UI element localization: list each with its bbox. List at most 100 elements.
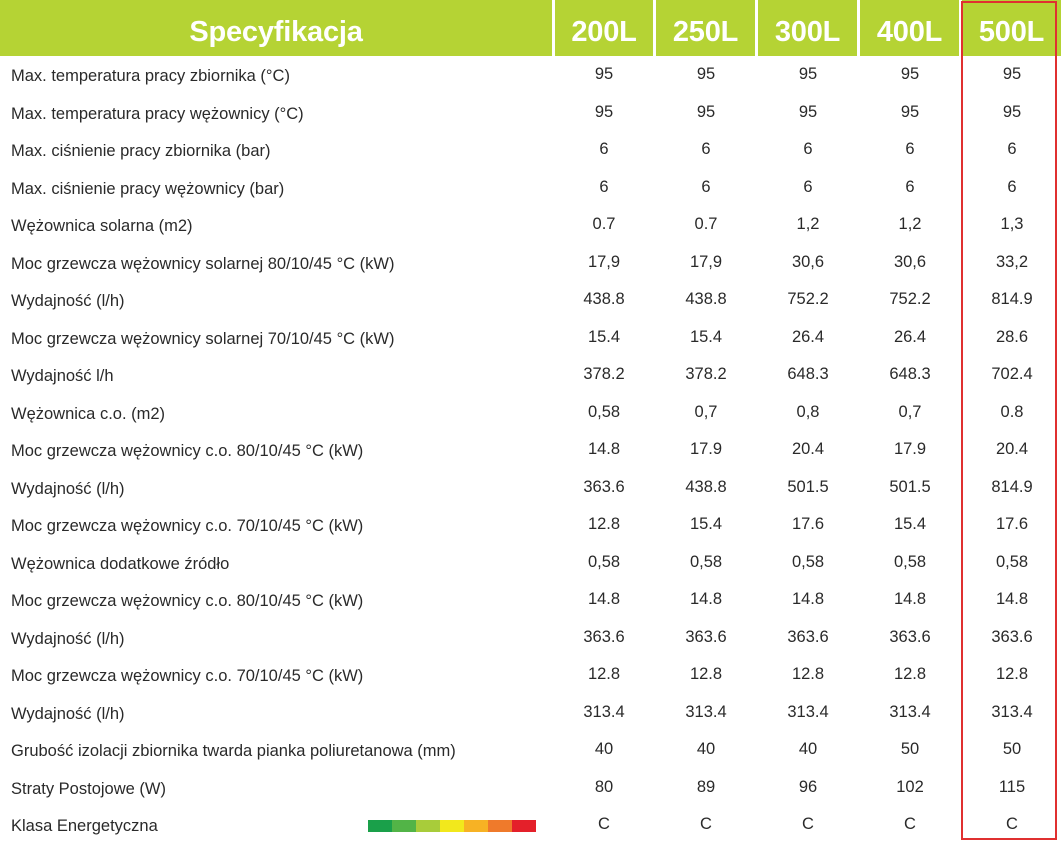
cell-200l: 0,58 (587, 402, 621, 421)
cell-400l: C (904, 815, 916, 833)
row-label: Wężownica c.o. (m2) (11, 404, 166, 423)
row-label: Moc grzewcza wężownicy c.o. 70/10/45 °C … (11, 517, 364, 535)
energy-class-scale (368, 820, 536, 832)
row-label: Wydajność (l/h) (11, 479, 125, 498)
cell-400l: 752.2 (889, 290, 931, 308)
column-header-300l: 300L (758, 0, 857, 56)
row-label: Wydajność (l/h) (11, 292, 125, 310)
cell-300l: 20.4 (791, 440, 825, 458)
row-label: Wężownica dodatkowe źródło (11, 554, 230, 573)
cell-250l: 17.9 (689, 440, 723, 458)
table-row: Moc grzewcza wężownicy solarnej 80/10/45… (0, 244, 1061, 282)
cell-400l: 95 (900, 102, 920, 121)
cell-250l: 0.7 (694, 215, 718, 233)
cell-400l: 95 (900, 65, 920, 83)
cell-250l: 15.4 (689, 515, 723, 533)
cell-400l: 648.3 (889, 365, 931, 383)
energy-class-segment (512, 820, 536, 832)
row-label: Wydajność (l/h) (11, 629, 125, 648)
cell-250l: 313.4 (685, 702, 727, 721)
row-label: Max. temperatura pracy zbiornika (°C) (11, 67, 290, 85)
cell-250l: 17,9 (689, 252, 723, 271)
cell-250l: 14.8 (689, 590, 723, 608)
cell-250l: 438.8 (685, 290, 727, 308)
cell-200l: 40 (594, 740, 614, 758)
energy-class-segment (464, 820, 488, 832)
cell-200l: 80 (594, 777, 614, 796)
cell-400l: 26.4 (893, 327, 927, 346)
cell-400l: 15.4 (893, 515, 927, 533)
row-label: Wydajność (l/h) (11, 704, 125, 723)
table-row: Wydajność (l/h) 313.4 313.4 313.4 313.4 313.4 (0, 694, 1061, 732)
table-row: Moc grzewcza wężownicy solarnej 70/10/45… (0, 319, 1061, 357)
cell-300l: 30,6 (791, 252, 825, 271)
row-label: Moc grzewcza wężownicy solarnej 70/10/45… (11, 329, 395, 348)
row-label: Grubość izolacji zbiornika twarda pianka… (11, 742, 456, 760)
cell-300l: 0,8 (796, 402, 820, 421)
table-row: Max. temperatura pracy zbiornika (°C) 95 9… (0, 56, 1061, 94)
cell-300l: 501.5 (787, 477, 829, 496)
cell-300l: 648.3 (787, 365, 829, 383)
table-row: Wężownica solarna (m2) 0.7 0.7 1,2 1,2 1,3 (0, 206, 1061, 244)
cell-400l: 17.9 (893, 440, 927, 458)
table-row: Wydajność (l/h) 438.8 438.8 752.2 752.2 814.9 (0, 281, 1061, 319)
row-label: Moc grzewcza wężownicy c.o. 70/10/45 °C … (11, 667, 364, 685)
cell-400l: 501.5 (889, 477, 931, 496)
cell-300l: 17.6 (791, 515, 825, 533)
cell-500l: 6 (1007, 140, 1017, 158)
cell-400l: 102 (896, 777, 924, 796)
cell-500l: 12.8 (995, 665, 1029, 683)
cell-200l: 438.8 (583, 290, 625, 308)
cell-500l: 363.6 (991, 627, 1033, 646)
table-row: Moc grzewcza wężownicy c.o. 70/10/45 °C … (0, 506, 1061, 544)
table-row: Moc grzewcza wężownicy c.o. 80/10/45 °C … (0, 581, 1061, 619)
energy-class-segment (368, 820, 392, 832)
row-label: Straty Postojowe (W) (11, 779, 166, 798)
row-label: Wydajność l/h (11, 367, 114, 385)
cell-200l: 95 (594, 65, 614, 83)
cell-500l: 702.4 (991, 365, 1033, 383)
cell-250l: 363.6 (685, 627, 727, 646)
cell-500l: 95 (1002, 102, 1022, 121)
cell-250l: C (700, 815, 712, 833)
column-header-250l: 250L (656, 0, 755, 56)
table-row: Wydajność (l/h) 363.6 363.6 363.6 363.6 363.6 (0, 619, 1061, 657)
cell-500l: 20.4 (995, 440, 1029, 458)
cell-300l: 26.4 (791, 327, 825, 346)
row-label: Max. ciśnienie pracy zbiornika (bar) (11, 142, 271, 160)
energy-class-segment (440, 820, 464, 832)
cell-200l: 95 (594, 102, 614, 121)
cell-300l: 0,58 (791, 552, 825, 571)
cell-200l: 363.6 (583, 477, 625, 496)
cell-300l: 313.4 (787, 702, 829, 721)
cell-300l: 12.8 (791, 665, 825, 683)
cell-400l: 6 (905, 140, 915, 158)
cell-250l: 6 (701, 140, 711, 158)
cell-200l: 12.8 (587, 515, 621, 533)
cell-500l: 1,3 (1000, 215, 1024, 233)
cell-200l: 15.4 (587, 327, 621, 346)
cell-400l: 14.8 (893, 590, 927, 608)
cell-200l: 378.2 (583, 365, 625, 383)
cell-250l: 95 (696, 65, 716, 83)
cell-300l: 1,2 (796, 215, 820, 233)
cell-200l: 0.7 (592, 215, 616, 233)
cell-200l: C (598, 815, 610, 833)
cell-500l: C (1006, 815, 1018, 833)
table-row: Wydajność (l/h) 363.6 438.8 501.5 501.5 814.9 (0, 469, 1061, 507)
table-row: Wężownica dodatkowe źródło 0,58 0,58 0,58 0,… (0, 544, 1061, 582)
cell-300l: 96 (798, 777, 818, 796)
table-row: Grubość izolacji zbiornika twarda pianka… (0, 731, 1061, 769)
row-label: Moc grzewcza wężownicy c.o. 80/10/45 °C … (11, 442, 364, 460)
cell-200l: 12.8 (587, 665, 621, 683)
cell-250l: 0,7 (694, 402, 718, 421)
row-label: Max. temperatura pracy wężownicy (°C) (11, 104, 304, 123)
row-label: Wężownica solarna (m2) (11, 217, 193, 235)
cell-250l: 15.4 (689, 327, 723, 346)
energy-class-segment (416, 820, 440, 832)
cell-500l: 115 (998, 777, 1026, 796)
table-row: Max. temperatura pracy wężownicy (°C) 95 9… (0, 94, 1061, 132)
row-label: Moc grzewcza wężownicy solarnej 80/10/45… (11, 254, 395, 273)
column-header-200l: 200L (555, 0, 653, 56)
row-label: Max. ciśnienie pracy wężownicy (bar) (11, 179, 285, 198)
